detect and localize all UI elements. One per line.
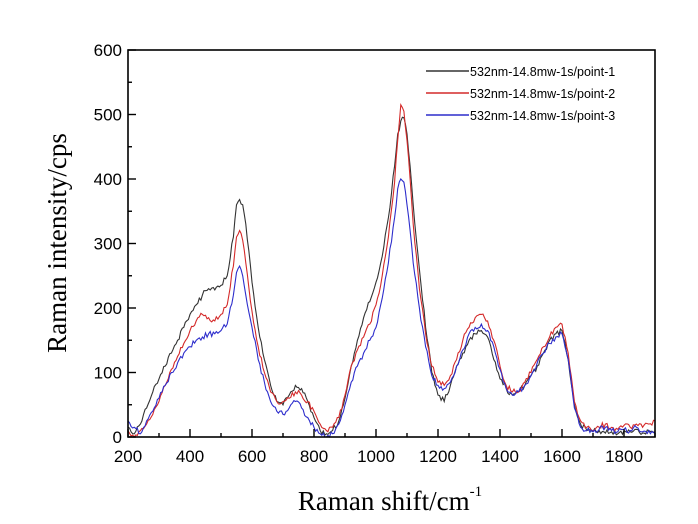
legend-label: 532nm-14.8mw-1s/point-2 (470, 87, 615, 101)
x-axis-title-superscript: -1 (470, 484, 483, 500)
legend-label: 532nm-14.8mw-1s/point-1 (470, 65, 615, 79)
legend-item: 532nm-14.8mw-1s/point-3 (426, 109, 615, 123)
x-axis-title: Raman shift/cm-1 (298, 484, 482, 516)
y-tick-label: 100 (94, 364, 122, 383)
x-tick-label: 1000 (357, 447, 395, 466)
x-tick-label: 200 (114, 447, 142, 466)
y-tick-label: 500 (94, 106, 122, 125)
series-line-1 (127, 116, 656, 437)
y-axis-title: Raman intensity/cps (42, 133, 72, 353)
y-tick-label: 600 (94, 41, 122, 60)
legend-label: 532nm-14.8mw-1s/point-3 (470, 109, 615, 123)
legend-item: 532nm-14.8mw-1s/point-2 (426, 87, 615, 101)
x-tick-label: 600 (238, 447, 266, 466)
y-tick-label: 400 (94, 170, 122, 189)
x-tick-label: 800 (300, 447, 328, 466)
y-axis-ticks: 0 100 200 300 400 500 600 (94, 41, 136, 447)
y-tick-label: 200 (94, 299, 122, 318)
series-line-2 (127, 102, 656, 438)
y-tick-label: 300 (94, 235, 122, 254)
series-line-3 (127, 178, 656, 439)
legend-item: 532nm-14.8mw-1s/point-1 (426, 65, 615, 79)
legend: 532nm-14.8mw-1s/point-1 532nm-14.8mw-1s/p… (426, 65, 615, 123)
x-tick-label: 1400 (481, 447, 519, 466)
x-tick-label: 1200 (419, 447, 457, 466)
x-tick-label: 1600 (543, 447, 581, 466)
plot-lines (127, 102, 656, 439)
y-tick-label: 0 (113, 428, 122, 447)
x-tick-label: 400 (176, 447, 204, 466)
x-axis-title-text: Raman shift/cm (298, 486, 470, 516)
x-tick-label: 1800 (605, 447, 643, 466)
x-axis-ticks: 200 400 600 800 1000 1200 1400 1600 1800 (114, 429, 656, 466)
